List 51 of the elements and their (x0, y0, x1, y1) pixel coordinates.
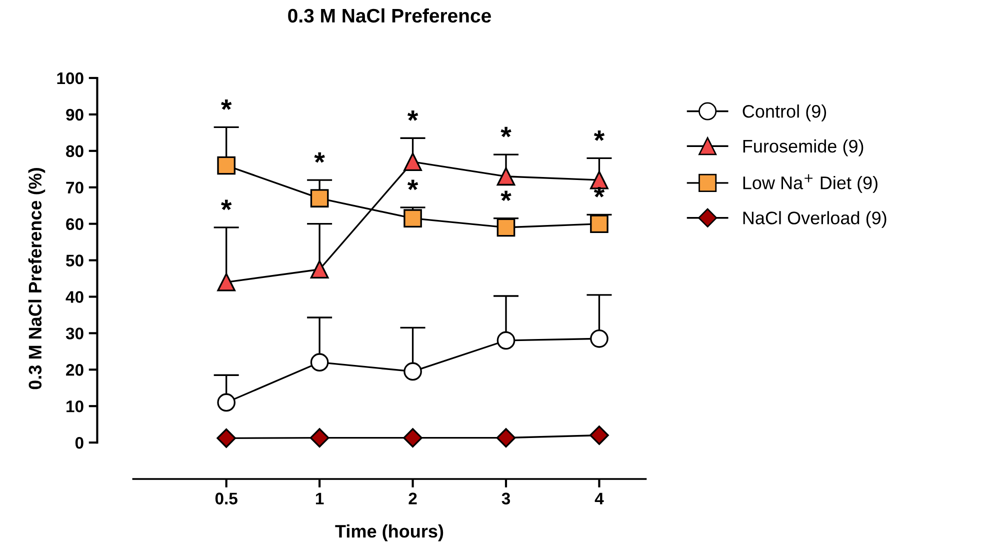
annotation: * (314, 152, 325, 163)
annotation: * (221, 200, 232, 210)
point (404, 152, 422, 171)
chart-title: 0.3 M NaCl Preference (288, 8, 491, 23)
point (217, 156, 236, 175)
annotation: * (594, 187, 605, 198)
point (403, 428, 422, 448)
y-tick-label: 50 (66, 254, 84, 266)
y-tick-label: 0 (75, 436, 84, 449)
x-tick-label: 2 (408, 492, 417, 504)
y-tick-label: 20 (66, 364, 84, 376)
y-tick-label: 10 (66, 400, 84, 412)
annotation: * (221, 100, 232, 110)
point (496, 218, 516, 237)
y-tick-label: 70 (66, 182, 84, 194)
x-tick-label: 0.5 (215, 492, 238, 504)
point (217, 393, 236, 412)
annotation: * (407, 180, 418, 190)
legend-label: Low Na$^{+}$ Diet (9) (743, 174, 878, 193)
y-axis-title: 0.3 M NaCl Preference (%) (28, 168, 46, 390)
point (590, 426, 609, 445)
legend-label: Furosemide (9) (743, 139, 864, 156)
x-tick-label: 1 (316, 492, 324, 504)
annotation: * (594, 130, 605, 141)
x-tick-label: 4 (594, 492, 604, 504)
annotation: * (500, 126, 512, 138)
legend-label: Control (9) (742, 104, 826, 122)
point (590, 214, 608, 233)
point (590, 329, 608, 348)
y-tick-label: 100 (57, 72, 84, 84)
y-tick-label: 80 (66, 145, 84, 158)
point (310, 428, 330, 448)
point (310, 260, 329, 279)
x-tick-label: 3 (502, 492, 510, 504)
point (310, 189, 329, 208)
legend-label: NaCl Overload (9) (743, 211, 886, 228)
point (217, 272, 236, 292)
point (216, 428, 236, 448)
y-tick-label: 40 (66, 291, 84, 303)
point (404, 362, 422, 381)
y-tick-label: 90 (66, 108, 84, 121)
point (496, 428, 516, 448)
y-tick-label: 60 (66, 218, 84, 230)
point (404, 209, 422, 228)
point (310, 353, 329, 372)
point (496, 167, 516, 186)
annotation: * (500, 190, 512, 202)
x-axis-title: Time (hours) (335, 524, 444, 542)
annotation: * (407, 110, 418, 121)
y-tick-label: 30 (66, 328, 84, 340)
point (496, 331, 516, 350)
